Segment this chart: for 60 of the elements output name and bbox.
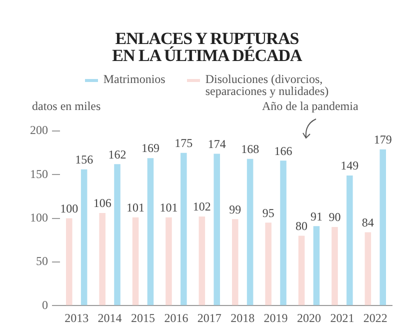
x-tick-label: 2013	[64, 310, 89, 325]
bar	[298, 236, 305, 306]
data-label: 80	[296, 218, 308, 233]
data-label: 166	[274, 144, 292, 158]
bar	[180, 152, 187, 306]
bar	[99, 213, 106, 306]
data-label: 156	[75, 152, 94, 167]
chart-title: ENLACES Y RUPTURAS EN LA ÚLTIMA DÉCADA	[111, 29, 304, 65]
bar	[80, 169, 88, 306]
data-label: 149	[340, 158, 359, 173]
x-tick-label: 2017	[197, 310, 222, 325]
data-label: 91	[310, 209, 322, 224]
x-tick-label: 2019	[264, 310, 288, 325]
bar	[246, 158, 254, 306]
data-label: 99	[229, 202, 242, 216]
data-label: 101	[160, 200, 178, 215]
bar	[232, 219, 238, 306]
bar	[198, 216, 206, 306]
y-tick-label: 100	[30, 210, 48, 224]
data-label: 175	[174, 136, 193, 150]
data-label: 102	[192, 200, 211, 214]
data-label: 174	[208, 136, 226, 151]
bar	[313, 226, 320, 306]
bar	[280, 160, 286, 306]
x-tick-label: 2022	[363, 310, 388, 325]
bar	[265, 222, 272, 306]
bar	[214, 154, 220, 306]
x-tick-label: 2016	[164, 310, 188, 325]
y-tick-label: 50	[36, 254, 48, 268]
x-tick-label: 2014	[98, 310, 122, 325]
y-tick-label: 200	[30, 123, 48, 138]
x-tick-label: 2021	[330, 310, 354, 325]
bar	[346, 176, 353, 306]
data-label: 162	[108, 147, 126, 162]
legend-label: Matrimonios	[103, 72, 166, 86]
bar	[132, 217, 139, 306]
bar	[114, 164, 120, 306]
x-tick-label: 2020	[297, 310, 321, 325]
data-label: 169	[141, 141, 160, 156]
y-tick-label: 150	[30, 166, 48, 181]
y-tick-label: 0	[42, 298, 48, 312]
data-label: 101	[126, 200, 145, 215]
bar	[364, 232, 372, 306]
data-label: 179	[374, 132, 392, 146]
data-label: 90	[328, 210, 341, 224]
bar	[332, 227, 338, 306]
bar	[66, 218, 72, 306]
x-tick-label: 2018	[230, 310, 255, 325]
data-label: 106	[93, 196, 112, 210]
bar	[166, 217, 172, 306]
data-label: 84	[362, 215, 374, 230]
bar	[380, 149, 386, 306]
y-axis-title: datos en miles	[32, 99, 101, 114]
data-label: 168	[241, 142, 260, 156]
data-label: 95	[262, 206, 274, 220]
data-label: 100	[60, 201, 78, 216]
legend-label: Disoluciones (divorcios, separaciones y nulidades)	[205, 72, 329, 98]
x-tick-label: 2015	[131, 310, 155, 325]
text: Año de la pandemia	[262, 99, 358, 114]
bar	[147, 158, 154, 306]
